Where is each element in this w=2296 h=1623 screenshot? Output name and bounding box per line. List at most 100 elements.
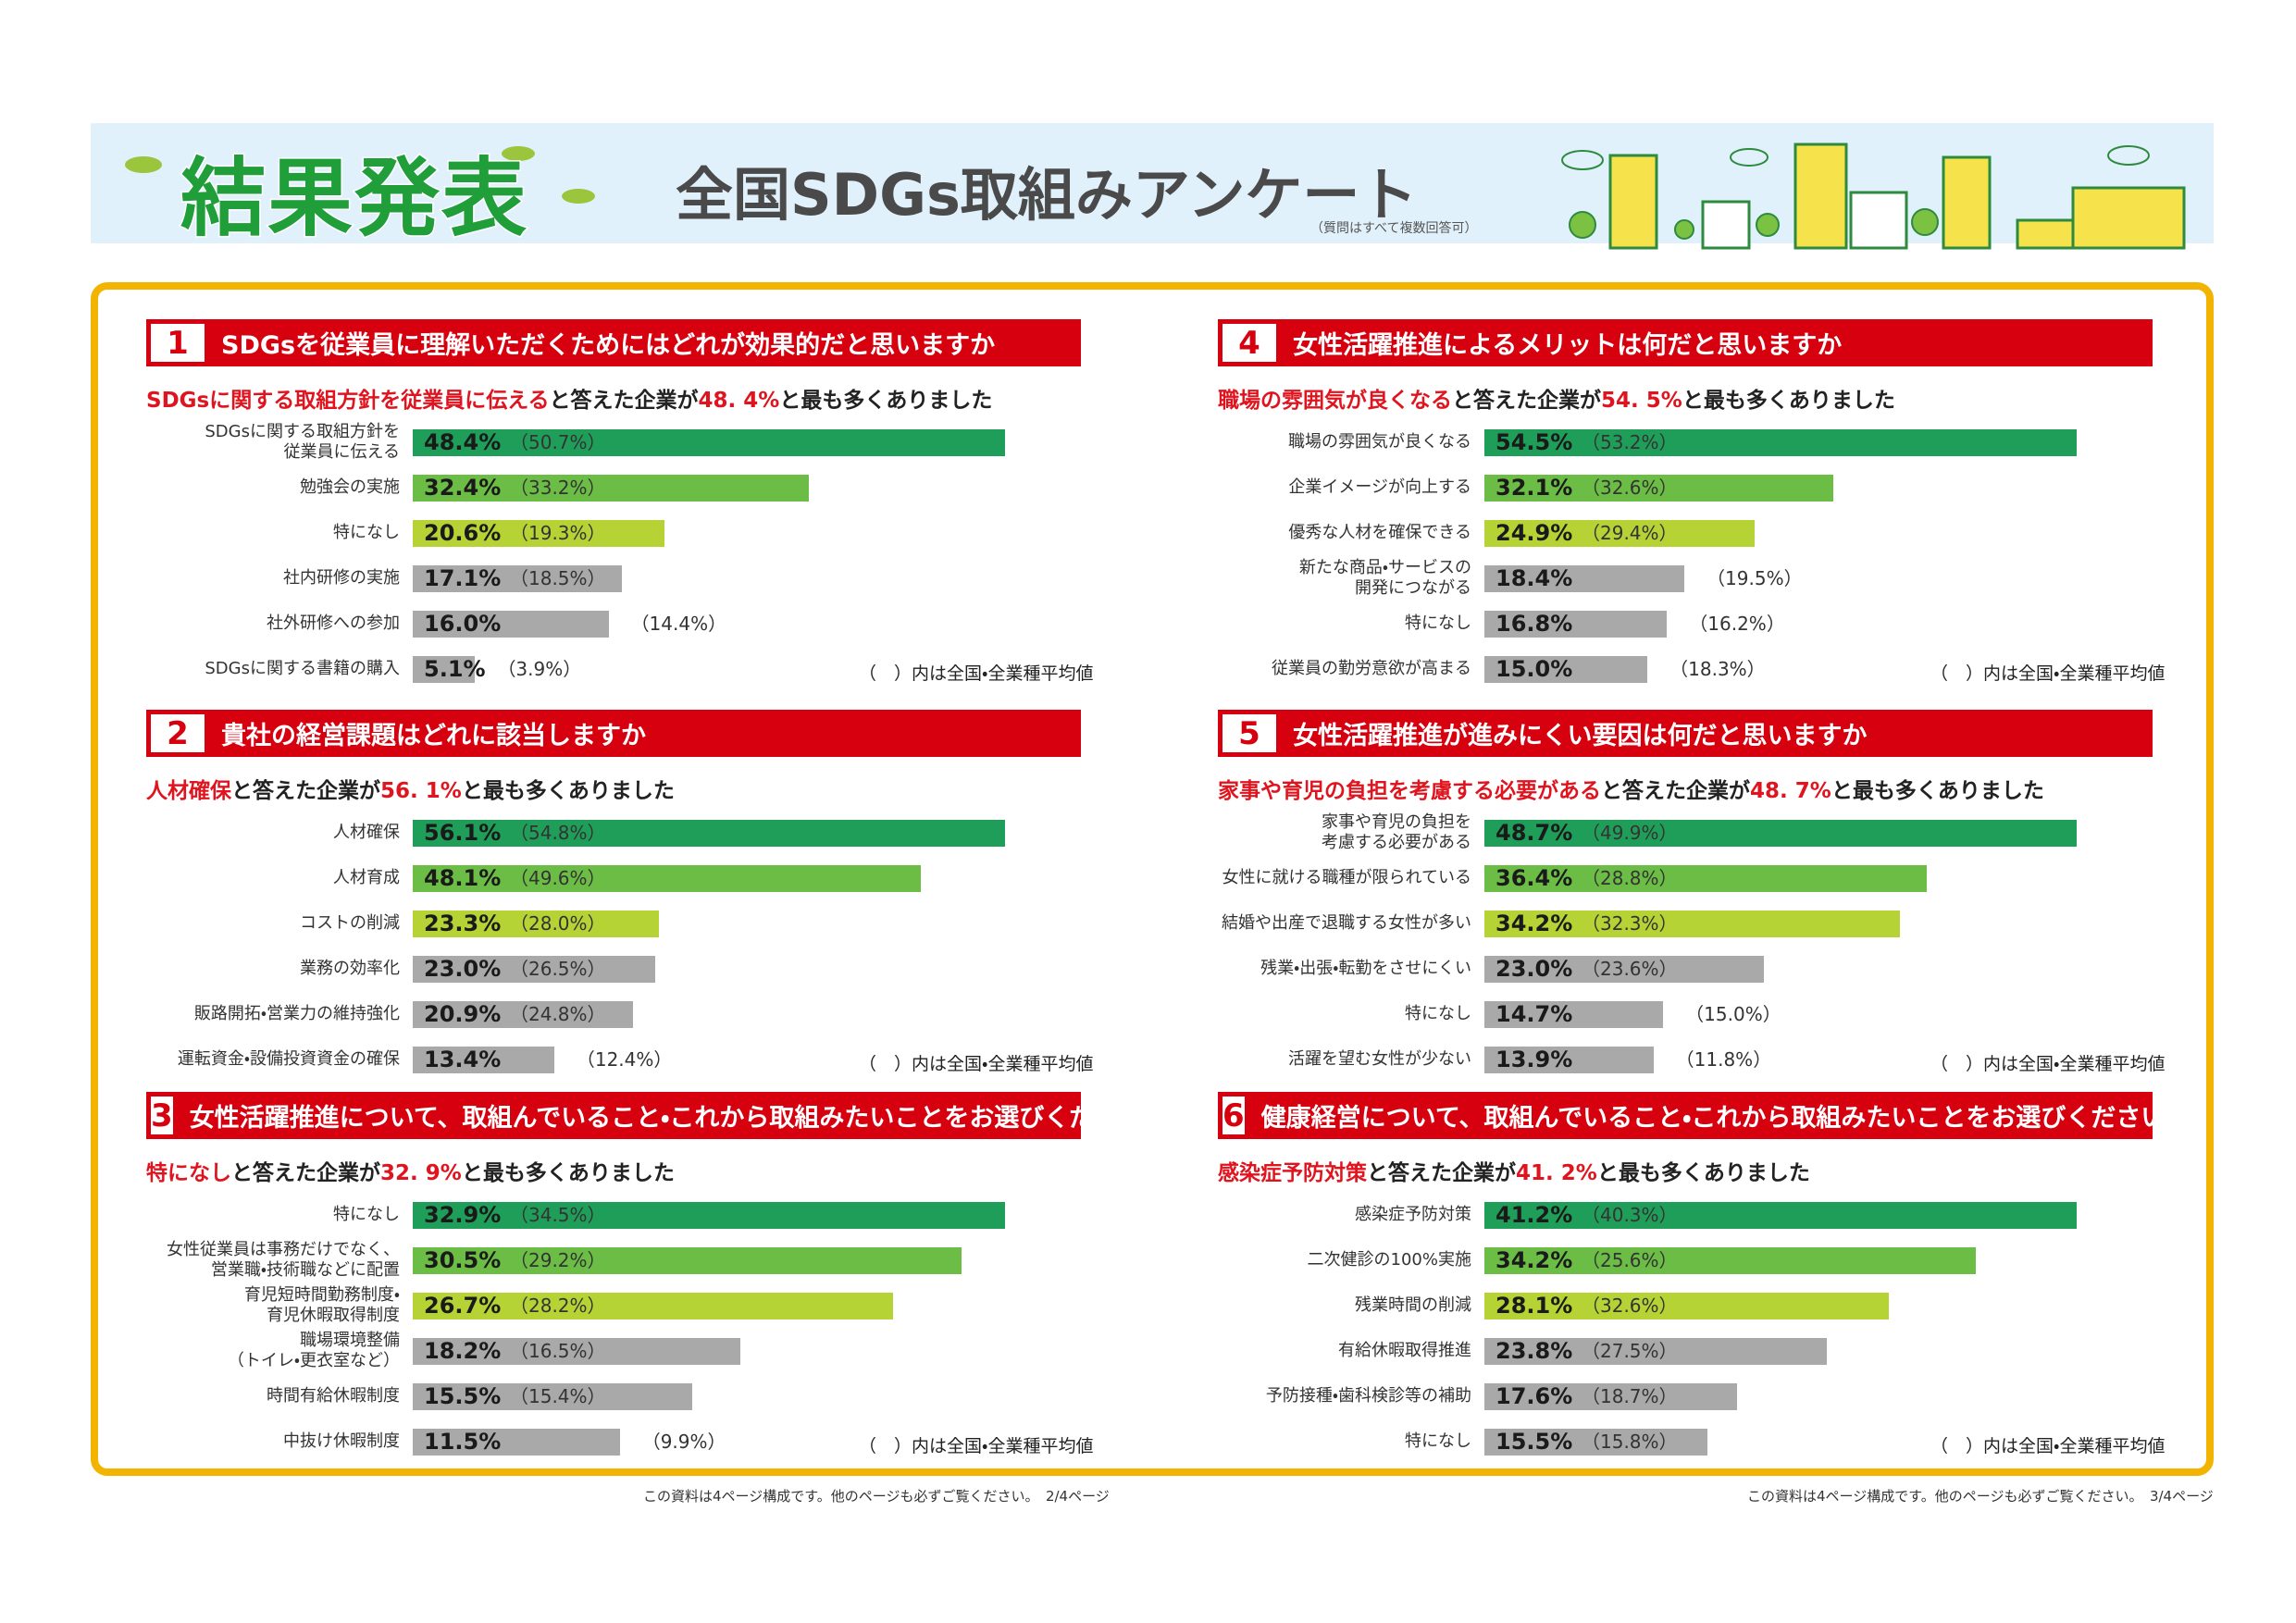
category-label: 従業員の勤労意欲が高まる [1272,659,1471,679]
average-label: （33.2%） [510,477,606,499]
value-label: 15.5% [424,1383,502,1409]
average-label: （28.0%） [510,912,606,935]
category-label: 職場環境整備 （トイレ・更衣室など） [227,1331,400,1370]
category-label: 有給休暇取得推進 [1338,1341,1471,1361]
question-title: 貴社の経営課題はどれに該当しますか [221,722,646,750]
value-label: 34.2% [1496,911,1573,936]
value-label: 28.1% [1496,1293,1573,1319]
question-number: 6 [1222,1096,1245,1134]
result-summary: 感染症予防対策と答えた企業が41. 2%と最も多くありました [1218,1155,1810,1186]
summary-part: 特になし [146,1161,231,1185]
value-label: 23.3% [424,911,502,936]
bar [1484,820,2077,847]
average-label: （28.2%） [510,1295,606,1317]
category-label: 感染症予防対策 [1355,1205,1471,1225]
value-label: 15.5% [1496,1429,1573,1455]
value-label: 36.4% [1496,865,1573,891]
value-label: 32.9% [424,1202,502,1228]
average-note: （ ）内は全国・全業種平均値 [859,1054,1094,1074]
bar [1484,611,1668,638]
average-label: （32.6%） [1582,477,1678,499]
category-label: 企業イメージが向上する [1288,477,1471,498]
average-label: （49.6%） [510,867,606,889]
bar [413,1383,692,1410]
category-label: 活躍を望む女性が少ない [1288,1049,1471,1070]
category-label: 女性に就ける職種が限られている [1222,868,1471,888]
question-heading: 1 SDGsを従業員に理解いただくためにはどれが効果的だと思いますか [146,319,1081,366]
summary-part: と答えた企業が [549,389,699,413]
category-label: 予防接種・歯科検診等の補助 [1265,1386,1471,1406]
summary-part: と答えた企業が [231,779,380,803]
summary-part: 家事や育児の負担を考慮する必要がある [1218,779,1601,803]
header-note: （質問はすべて複数回答可） [1310,221,1478,236]
average-label: （9.9%） [641,1431,726,1453]
value-label: 26.7% [424,1293,502,1319]
average-label: （23.6%） [1582,958,1678,980]
bar [1484,656,1648,683]
town-illustration [1561,142,2186,250]
average-label: （3.9%） [497,658,582,680]
average-label: （32.6%） [1582,1295,1678,1317]
bar [413,611,609,638]
category-label: 特になし [1405,613,1471,634]
value-label: 30.5% [424,1247,502,1273]
summary-part: と最も多くありました [461,779,675,803]
value-label: 15.0% [1496,656,1573,682]
result-summary: 特になしと答えた企業が32. 9%と最も多くありました [146,1155,675,1186]
bar [413,865,921,892]
average-label: （29.4%） [1582,522,1678,544]
bar [413,820,1005,847]
bar [413,1001,634,1028]
question-number: 4 [1222,324,1276,362]
summary-part: と答えた企業が [1367,1161,1516,1185]
average-label: （18.5%） [510,567,606,589]
category-label: 時間有給休暇制度 [267,1386,400,1406]
question-number: 5 [1222,714,1276,752]
question-number: 1 [151,324,205,362]
result-summary: SDGsに関する取組方針を従業員に伝えると答えた企業が48. 4%と最も多くあり… [146,382,992,414]
category-label: 人材確保 [333,823,400,843]
question-title: 健康経営について、取組んでいること・これから取組みたいことをお選びください [1260,1104,2166,1133]
average-label: （18.3%） [1669,658,1766,680]
value-label: 23.0% [1496,956,1573,982]
category-label: 販路開拓・営業力の維持強化 [193,1004,400,1024]
bar [1484,865,1928,892]
average-label: （24.8%） [510,1003,606,1025]
value-label: 17.1% [424,565,502,591]
average-label: （19.5%） [1706,567,1803,589]
bar [413,1247,962,1274]
value-label: 32.1% [1496,475,1573,501]
summary-part: と答えた企業が [1452,389,1601,413]
value-label: 20.6% [424,520,502,546]
value-label: 23.8% [1496,1338,1573,1364]
result-summary: 家事や育児の負担を考慮する必要があると答えた企業が48. 7%と最も多くありまし… [1218,773,2044,804]
category-label: 社外研修への参加 [267,613,400,634]
bar [413,475,810,502]
average-label: （25.6%） [1582,1249,1678,1271]
bar [1484,911,1901,937]
category-label: 新たな商品・サービスの 開発につながる [1298,558,1471,598]
summary-part: 32. 9% [380,1161,462,1185]
average-label: （18.7%） [1582,1385,1678,1407]
value-label: 48.4% [424,429,502,455]
category-label: 業務の効率化 [300,959,400,979]
value-label: 48.7% [1496,820,1573,846]
summary-part: SDGsに関する取組方針を従業員に伝える [146,389,550,413]
average-label: （32.3%） [1582,912,1678,935]
average-label: （16.2%） [1689,613,1785,635]
value-label: 16.0% [424,611,502,637]
category-label: 職場の雰囲気が良くなる [1288,432,1471,452]
bar [1484,429,2077,456]
question-heading: 2 貴社の経営課題はどれに該当しますか [146,710,1081,757]
summary-part: 41. 2% [1516,1161,1597,1185]
summary-part: 48. 4% [698,389,780,413]
category-label: 運転資金・設備投資資金の確保 [177,1049,400,1070]
bar [1484,1383,1738,1410]
value-label: 14.7% [1496,1001,1573,1027]
category-label: 育児短時間勤務制度・ 育児休暇取得制度 [243,1285,400,1325]
bar [1484,1047,1654,1073]
bar [413,1202,1005,1229]
value-label: 18.4% [1496,565,1573,591]
bar [1484,1429,1707,1456]
value-label: 18.2% [424,1338,502,1364]
